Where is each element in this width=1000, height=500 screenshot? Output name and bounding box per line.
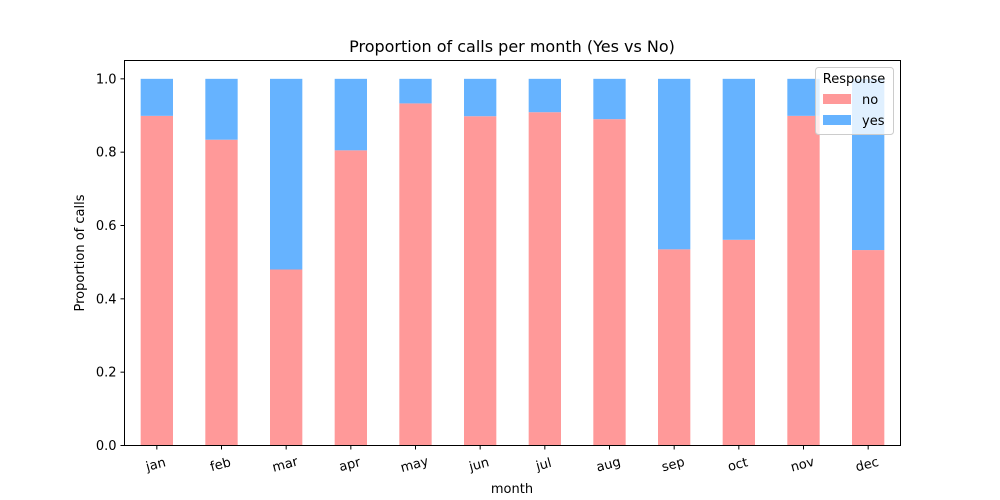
bar-no-oct	[722, 239, 755, 446]
x-tick-label-nov: nov	[789, 455, 816, 476]
x-tick-label-may: may	[399, 454, 431, 476]
bar-no-jan	[140, 115, 173, 446]
bar-no-apr	[334, 150, 367, 446]
bar-yes-aug	[593, 78, 626, 120]
plot-frame	[124, 60, 901, 446]
bar-yes-apr	[334, 78, 367, 151]
legend-swatch-no	[823, 94, 851, 104]
legend: Response no yes	[815, 67, 894, 135]
y-tick-label: 0.8	[96, 146, 117, 161]
bar-yes-may	[399, 78, 432, 104]
x-tick-label-jan: jan	[143, 455, 167, 475]
x-tick-label-dec: dec	[854, 455, 880, 476]
bar-no-aug	[593, 119, 626, 446]
bar-no-mar	[270, 269, 303, 446]
bar-no-jun	[464, 116, 497, 446]
bars-layer	[140, 78, 885, 446]
legend-swatch-yes	[823, 115, 851, 125]
x-tick-label-feb: feb	[209, 455, 233, 475]
x-axis-label: month	[491, 482, 533, 497]
x-tick-label-jul: jul	[534, 456, 554, 475]
x-tick-label-sep: sep	[660, 455, 686, 475]
legend-label-yes: yes	[862, 114, 885, 129]
y-axis: 0.0 0.2 0.4 0.6 0.8 1.0	[96, 72, 125, 454]
x-tick-label-oct: oct	[726, 455, 749, 475]
bar-yes-feb	[205, 78, 238, 140]
x-tick-label-apr: apr	[338, 455, 363, 475]
legend-title: Response	[823, 72, 885, 87]
x-tick-label-mar: mar	[271, 454, 301, 475]
bar-no-dec	[852, 250, 885, 446]
bar-yes-jul	[528, 78, 561, 113]
bar-yes-jan	[140, 78, 173, 116]
bar-no-sep	[658, 249, 691, 446]
y-tick-label: 0.2	[96, 366, 117, 381]
x-tick-label-aug: aug	[595, 455, 623, 476]
bar-yes-jun	[464, 78, 497, 117]
bar-no-nov	[787, 115, 820, 446]
y-tick-label: 0.6	[96, 219, 117, 234]
y-tick-label: 0.4	[96, 292, 117, 307]
y-tick-label: 1.0	[96, 72, 117, 87]
x-axis: jan feb mar apr may jun jul aug sep oct nov dec	[143, 445, 881, 476]
bar-yes-sep	[658, 78, 691, 250]
bar-no-feb	[205, 139, 238, 446]
bar-yes-mar	[270, 78, 303, 270]
chart-title: Proportion of calls per month (Yes vs No…	[349, 37, 675, 56]
bar-yes-nov	[787, 78, 820, 116]
bar-yes-oct	[722, 78, 755, 240]
y-tick-label: 0.0	[96, 439, 117, 454]
y-axis-label: Proportion of calls	[73, 194, 88, 311]
bar-no-jul	[528, 112, 561, 446]
bar-no-may	[399, 103, 432, 446]
legend-label-no: no	[862, 93, 878, 108]
x-tick-label-jun: jun	[467, 455, 491, 475]
